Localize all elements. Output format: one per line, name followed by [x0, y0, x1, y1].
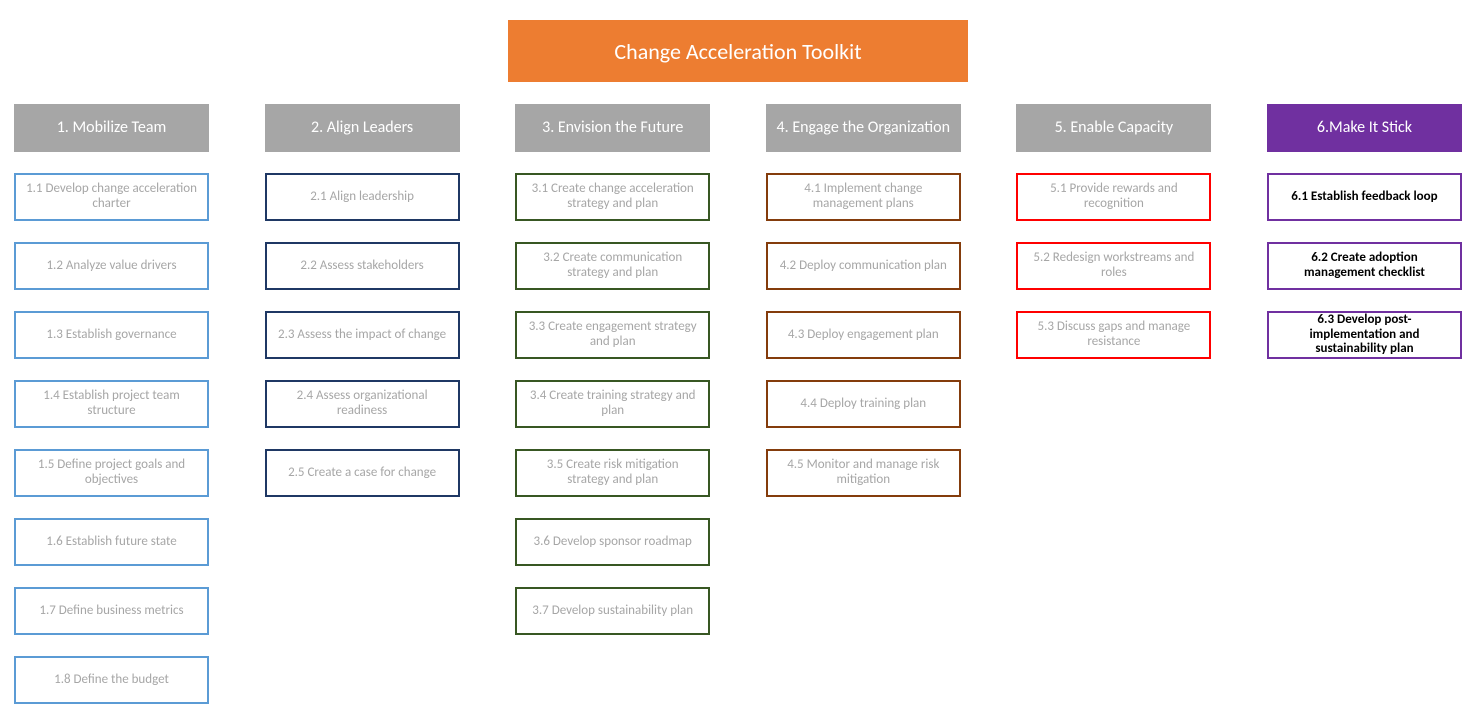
item-box: 3.3 Create engagement strategy and plan [515, 311, 710, 359]
item-box: 3.4 Create training strategy and plan [515, 380, 710, 428]
item-box: 1.7 Define business metrics [14, 587, 209, 635]
column-header: 3. Envision the Future [515, 104, 710, 152]
item-box: 3.1 Create change acceleration strategy … [515, 173, 710, 221]
item-box: 1.2 Analyze value drivers [14, 242, 209, 290]
column-header: 1. Mobilize Team [14, 104, 209, 152]
column-items: 4.1 Implement change management plans 4.2… [766, 173, 961, 497]
item-box: 5.3 Discuss gaps and manage resistance [1016, 311, 1211, 359]
column-1: 1. Mobilize Team 1.1 Develop change accel… [14, 104, 209, 704]
title-row: Change Acceleration Toolkit [14, 20, 1462, 82]
item-box: 2.1 Align leadership [265, 173, 460, 221]
column-items: 1.1 Develop change acceleration charter 1… [14, 173, 209, 704]
column-5: 5. Enable Capacity 5.1 Provide rewards an… [1016, 104, 1211, 359]
item-box: 2.4 Assess organizational readiness [265, 380, 460, 428]
item-box: 3.7 Develop sustainability plan [515, 587, 710, 635]
column-header: 6.Make It Stick [1267, 104, 1462, 152]
item-box: 1.3 Establish governance [14, 311, 209, 359]
column-header: 5. Enable Capacity [1016, 104, 1211, 152]
item-box: 2.3 Assess the impact of change [265, 311, 460, 359]
item-box: 1.4 Establish project team structure [14, 380, 209, 428]
item-box: 3.5 Create risk mitigation strategy and … [515, 449, 710, 497]
item-box: 3.2 Create communication strategy and pl… [515, 242, 710, 290]
item-box: 1.5 Define project goals and objectives [14, 449, 209, 497]
item-box: 6.1 Establish feedback loop [1267, 173, 1462, 221]
column-header: 4. Engage the Organization [766, 104, 961, 152]
item-box: 2.2 Assess stakeholders [265, 242, 460, 290]
column-6: 6.Make It Stick 6.1 Establish feedback lo… [1267, 104, 1462, 359]
column-4: 4. Engage the Organization 4.1 Implement … [766, 104, 961, 497]
item-box: 3.6 Develop sponsor roadmap [515, 518, 710, 566]
item-box: 5.1 Provide rewards and recognition [1016, 173, 1211, 221]
columns-container: 1. Mobilize Team 1.1 Develop change accel… [14, 104, 1462, 704]
item-box: 6.2 Create adoption management checklist [1267, 242, 1462, 290]
column-items: 6.1 Establish feedback loop 6.2 Create ad… [1267, 173, 1462, 359]
item-box: 5.2 Redesign workstreams and roles [1016, 242, 1211, 290]
item-box: 1.6 Establish future state [14, 518, 209, 566]
page-title: Change Acceleration Toolkit [508, 20, 968, 82]
item-box: 4.4 Deploy training plan [766, 380, 961, 428]
item-box: 1.8 Define the budget [14, 656, 209, 704]
item-box: 4.1 Implement change management plans [766, 173, 961, 221]
column-3: 3. Envision the Future 3.1 Create change … [515, 104, 710, 635]
item-box: 4.5 Monitor and manage risk mitigation [766, 449, 961, 497]
item-box: 6.3 Develop post-implementation and sust… [1267, 311, 1462, 359]
column-2: 2. Align Leaders 2.1 Align leadership 2.2 … [265, 104, 460, 497]
item-box: 1.1 Develop change acceleration charter [14, 173, 209, 221]
column-header: 2. Align Leaders [265, 104, 460, 152]
item-box: 4.3 Deploy engagement plan [766, 311, 961, 359]
item-box: 2.5 Create a case for change [265, 449, 460, 497]
column-items: 3.1 Create change acceleration strategy … [515, 173, 710, 635]
column-items: 2.1 Align leadership 2.2 Assess stakehold… [265, 173, 460, 497]
item-box: 4.2 Deploy communication plan [766, 242, 961, 290]
column-items: 5.1 Provide rewards and recognition 5.2 R… [1016, 173, 1211, 359]
